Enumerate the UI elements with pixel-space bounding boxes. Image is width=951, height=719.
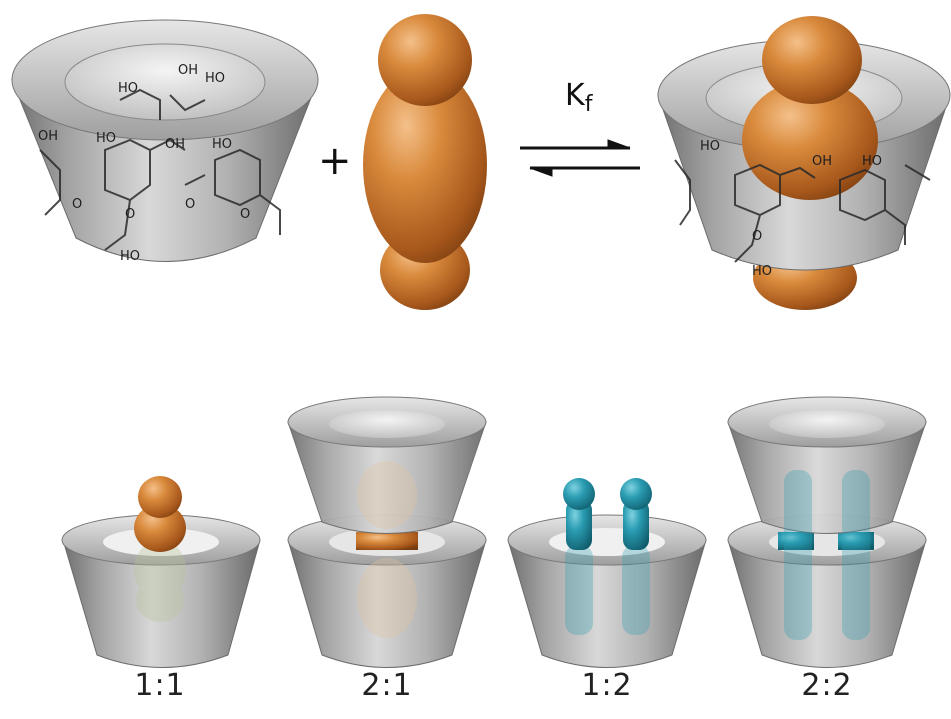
- ratio-label-2-2: 2:2: [801, 668, 853, 703]
- label-ho-4: HO: [118, 81, 138, 96]
- label-ho-1: HO: [96, 131, 116, 146]
- structure-labels: OH HO OH HO O O O O HO HO OH HO: [38, 63, 250, 264]
- label-oh-1: OH: [38, 129, 58, 144]
- ratio-label-1-1: 1:1: [134, 668, 186, 703]
- formation-constant-label: Kf: [565, 78, 592, 117]
- label-oh-2: OH: [165, 137, 185, 152]
- complex-structure-lines: [674, 159, 931, 263]
- label-o-4: O: [72, 197, 82, 212]
- free-host-cyclodextrin: OH HO OH HO O O O O HO HO OH HO: [11, 19, 319, 264]
- complex-2-1: [287, 396, 487, 668]
- complex-label-ho-2: HO: [862, 154, 882, 169]
- label-ho-5: HO: [205, 71, 225, 86]
- complex-1-2: [507, 478, 707, 668]
- inclusion-complex: HO OH HO O HO: [657, 16, 951, 310]
- label-o-2: O: [185, 197, 195, 212]
- plus-sign: +: [318, 138, 352, 184]
- label-o-1: O: [125, 207, 135, 222]
- ratio-label-1-2: 1:2: [581, 668, 633, 703]
- free-guest-molecule: [363, 14, 487, 310]
- label-o-3: O: [240, 207, 250, 222]
- complex-structure-labels: HO OH HO O HO: [700, 139, 882, 279]
- kf-subscript: f: [584, 92, 593, 117]
- complex-label-oh: OH: [812, 154, 832, 169]
- label-ho-3: HO: [120, 249, 140, 264]
- complex-2-2: [727, 396, 927, 668]
- ratio-label-2-1: 2:1: [361, 668, 413, 703]
- complex-label-o: O: [752, 229, 762, 244]
- kf-base: K: [565, 78, 585, 113]
- label-ho-2: HO: [212, 137, 232, 152]
- equilibrium-arrows: [520, 139, 640, 177]
- glucose-structure-lines: [39, 88, 281, 251]
- complex-1-1: [61, 476, 261, 668]
- complex-label-ho-3: HO: [752, 264, 772, 279]
- complex-label-ho-1: HO: [700, 139, 720, 154]
- label-oh-3: OH: [178, 63, 198, 78]
